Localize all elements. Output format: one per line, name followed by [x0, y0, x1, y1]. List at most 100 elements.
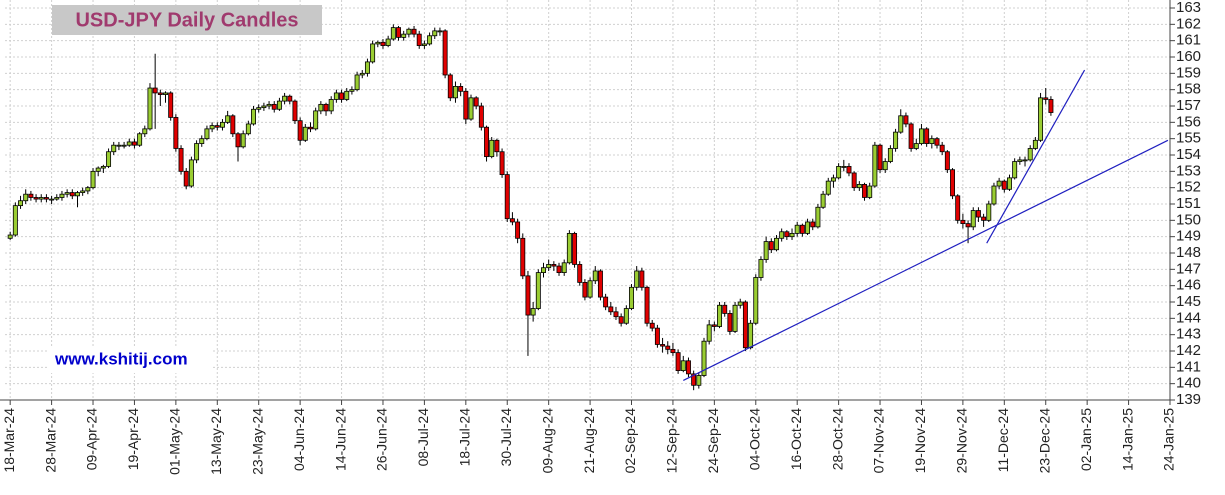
y-tick-label: 148: [1176, 244, 1201, 261]
candle-body: [339, 92, 345, 100]
candle-body: [375, 41, 381, 45]
candle-body: [111, 144, 117, 153]
candle-body: [944, 151, 950, 171]
y-tick-label: 146: [1176, 277, 1201, 294]
annotation-box: [48, 347, 213, 373]
candle-body: [794, 224, 800, 234]
x-tick-label: 26-Jun-24: [374, 408, 390, 471]
candle-body: [168, 92, 174, 118]
candle-body: [805, 221, 811, 234]
y-tick-label: 157: [1176, 97, 1201, 114]
candle-body: [1032, 139, 1038, 149]
candle-body: [137, 133, 143, 146]
candle-body: [970, 210, 976, 228]
candle-body: [38, 197, 44, 200]
y-tick-label: 144: [1176, 309, 1201, 326]
candle-body: [173, 117, 179, 149]
candle-body: [333, 92, 339, 100]
candle-body: [7, 234, 13, 239]
y-tick-label: 155: [1176, 130, 1201, 147]
x-tick-label: 14-Jan-25: [1119, 408, 1135, 471]
candle-body: [380, 41, 386, 46]
candle-body: [613, 311, 619, 318]
chart-title: USD-JPY Daily Candles: [75, 9, 298, 31]
candle-body: [1043, 97, 1049, 100]
candle-body: [758, 259, 764, 278]
candle-body: [908, 123, 914, 149]
candle-body: [287, 95, 293, 102]
candle-body: [634, 270, 640, 288]
candle-body: [126, 141, 132, 146]
trend-line: [683, 139, 1169, 381]
candle-body: [90, 170, 96, 189]
candle-body: [577, 264, 583, 283]
y-tick-label: 139: [1176, 391, 1201, 408]
candle-body: [282, 95, 288, 102]
candle-body: [975, 210, 981, 218]
candle-body: [401, 33, 407, 38]
candle-body: [437, 30, 443, 33]
candle-body: [530, 308, 536, 316]
candle-body: [313, 110, 319, 130]
x-tick-label: 09-Aug-24: [539, 408, 555, 474]
candle-body: [106, 151, 112, 167]
x-tick-label: 08-Jul-24: [415, 408, 431, 467]
y-tick-label: 141: [1176, 358, 1201, 375]
candle-body: [836, 166, 842, 179]
candle-body: [489, 139, 495, 158]
candle-body: [1022, 159, 1028, 162]
candle-body: [934, 138, 940, 146]
candle-body: [789, 232, 795, 238]
candle-body: [670, 348, 676, 354]
candle-body: [955, 195, 961, 221]
candle-body: [354, 74, 360, 91]
x-tick-label: 19-Apr-24: [125, 408, 141, 470]
candle-body: [1012, 161, 1018, 179]
candle-body: [603, 296, 609, 308]
candle-body: [608, 306, 614, 313]
candle-body: [675, 352, 681, 371]
candle-body: [623, 308, 629, 324]
candle-body: [95, 167, 101, 172]
candle-body: [463, 90, 469, 120]
candle-body: [742, 301, 748, 349]
candle-body: [157, 92, 163, 95]
candle-body: [1027, 148, 1033, 161]
candle-body: [950, 169, 956, 197]
candle-body: [862, 183, 867, 198]
candle-body: [898, 115, 904, 133]
x-tick-label: 28-Mar-24: [42, 408, 58, 473]
x-tick-label: 23-May-24: [249, 408, 265, 475]
candle-body: [779, 231, 785, 239]
candle-body: [639, 270, 645, 288]
candle-body: [364, 61, 370, 74]
candle-body: [473, 97, 479, 107]
candle-body: [810, 221, 816, 228]
candle-body: [245, 123, 251, 135]
x-tick-label: 04-Jun-24: [291, 408, 307, 471]
candle-body: [370, 43, 376, 63]
candle-body: [183, 170, 189, 187]
candle-body: [649, 322, 655, 329]
candle-body: [986, 203, 992, 221]
candle-body: [230, 115, 236, 135]
y-tick-label: 159: [1176, 64, 1201, 81]
candle-body: [188, 159, 194, 187]
candle-body: [732, 304, 738, 332]
candle-body: [59, 193, 65, 198]
candle-body: [85, 187, 91, 192]
candle-body: [727, 313, 733, 332]
y-tick-label: 143: [1176, 326, 1201, 343]
x-tick-label: 04-Oct-24: [746, 408, 762, 470]
candle-body: [799, 224, 805, 234]
candle-body: [142, 128, 148, 135]
candle-body: [996, 180, 1002, 187]
candle-body: [541, 267, 546, 274]
candle-body: [665, 345, 671, 350]
candle-body: [75, 192, 80, 197]
candle-body: [556, 265, 562, 274]
candle-body: [256, 107, 262, 110]
candle-body: [1038, 97, 1044, 141]
candle-body: [825, 180, 831, 195]
candle-body: [54, 197, 60, 200]
